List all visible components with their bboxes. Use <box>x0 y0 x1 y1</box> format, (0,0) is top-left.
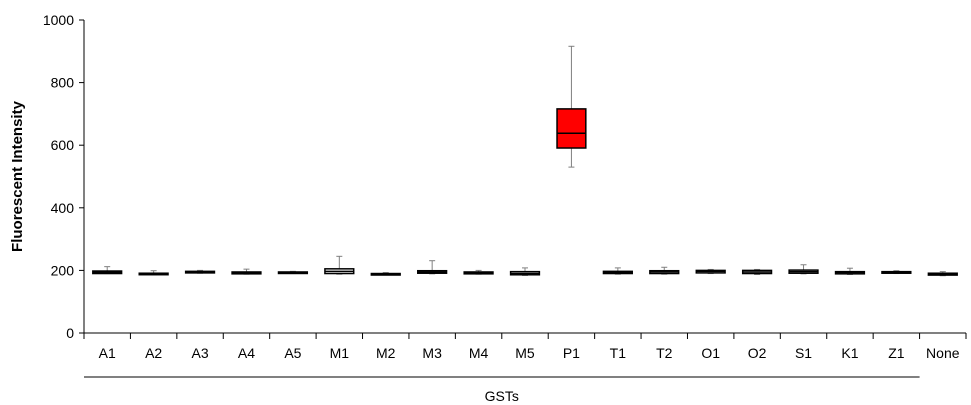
x-tick-label: A3 <box>191 345 208 361</box>
box-m3 <box>417 260 448 275</box>
box-a1 <box>92 266 123 275</box>
y-tick-label: 600 <box>51 137 75 153</box>
x-tick-label: P1 <box>563 345 580 361</box>
x-tick-label: M4 <box>469 345 489 361</box>
x-tick-label: A5 <box>284 345 301 361</box>
y-tick-label: 200 <box>51 262 75 278</box>
plot-area <box>92 45 958 277</box>
y-tick-label: 0 <box>66 325 74 341</box>
box-none <box>927 271 958 277</box>
x-tick-label: O1 <box>701 345 720 361</box>
box-p1 <box>556 45 587 168</box>
y-axis-title: Fluorescent Intensity <box>9 100 26 252</box>
x-tick-label: T2 <box>656 345 673 361</box>
box-t2 <box>649 266 680 275</box>
box-o1 <box>695 268 726 275</box>
x-tick-label: O2 <box>748 345 767 361</box>
x-tick-label: None <box>926 345 960 361</box>
box-o2 <box>741 268 773 275</box>
x-axis-ticks: A1 A2 A3 A4 A5 M1 M2 M3 M4 M5 P1 T1 T2 O1 O2 S1 K1 Z1 None <box>83 333 967 361</box>
box-a2 <box>138 270 169 276</box>
box-iqr <box>556 108 587 149</box>
y-tick-label: 400 <box>51 200 75 216</box>
box-z1 <box>881 270 912 275</box>
x-tick-label: Z1 <box>888 345 905 361</box>
y-tick-label: 800 <box>51 75 75 91</box>
x-tick-label: A2 <box>145 345 162 361</box>
x-tick-label: M2 <box>376 345 396 361</box>
x-tick-label: A1 <box>99 345 116 361</box>
x-tick-label: M5 <box>515 345 535 361</box>
box-s1 <box>788 264 819 275</box>
box-a3 <box>184 269 216 274</box>
box-a5 <box>277 270 309 275</box>
box-m5 <box>509 267 541 276</box>
x-tick-label: M1 <box>330 345 350 361</box>
y-axis-ticks: 0 200 400 600 800 1000 <box>43 12 84 341</box>
x-tick-label: K1 <box>841 345 858 361</box>
x-tick-label: S1 <box>795 345 812 361</box>
box-a4 <box>231 268 262 275</box>
box-m1 <box>324 255 355 275</box>
box-m4 <box>463 269 494 275</box>
box-t1 <box>602 267 633 275</box>
x-tick-label: T1 <box>610 345 627 361</box>
x-tick-label: M3 <box>422 345 442 361</box>
y-tick-label: 1000 <box>43 12 74 28</box>
group-label: GSTs <box>485 388 519 404</box>
box-k1 <box>834 267 866 275</box>
x-tick-label: A4 <box>238 345 255 361</box>
box-m2 <box>370 272 401 276</box>
